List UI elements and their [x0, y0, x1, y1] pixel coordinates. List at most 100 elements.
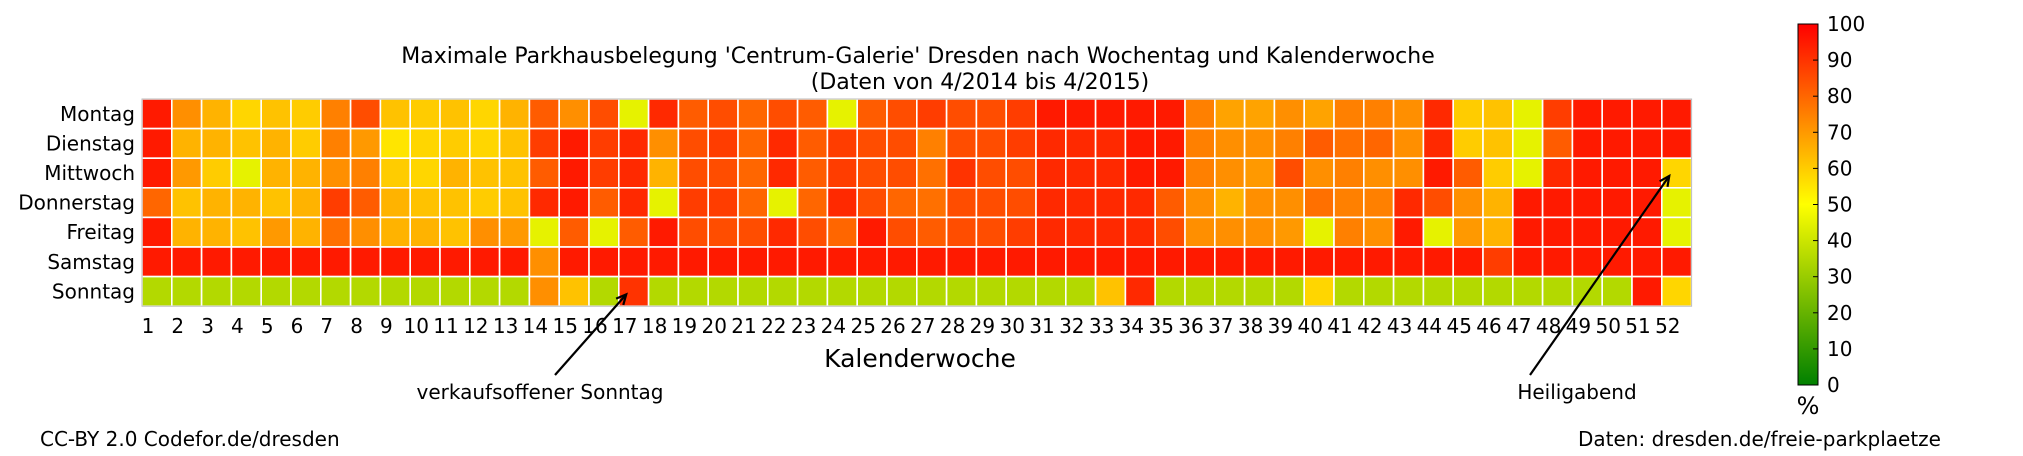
heatmap-cell	[1243, 98, 1276, 130]
heatmap-cell	[171, 275, 203, 308]
heatmap-cell	[498, 275, 531, 308]
heatmap-cell	[230, 246, 262, 278]
heatmap-cell	[1422, 98, 1455, 130]
heatmap-cell	[1214, 246, 1246, 278]
heatmap-cell	[1154, 216, 1186, 248]
heatmap-cell	[171, 157, 203, 189]
heatmap-cell	[1214, 275, 1246, 308]
heatmap-cell	[647, 246, 680, 278]
heatmap-cell	[468, 216, 501, 248]
heatmap-cell	[975, 127, 1008, 160]
heatmap-cell	[766, 98, 799, 130]
heatmap-cell	[707, 187, 739, 219]
heatmap-cell	[588, 216, 620, 248]
annotation-label: verkaufsoffener Sonntag	[417, 380, 664, 404]
heatmap-cell	[1571, 246, 1604, 278]
heatmap-cell	[1601, 216, 1633, 248]
heatmap-cell	[171, 246, 203, 278]
heatmap-cell	[1303, 216, 1335, 248]
heatmap-cell	[1661, 157, 1693, 189]
heatmap-cell	[1035, 246, 1067, 278]
column-label: 31	[1029, 314, 1054, 338]
heatmap-cell	[1035, 275, 1067, 308]
heatmap-cell	[409, 187, 441, 219]
heatmap-cell	[1094, 275, 1127, 308]
heatmap-cell	[1392, 275, 1425, 308]
heatmap-cell	[617, 127, 650, 160]
heatmap-cell	[1571, 127, 1604, 160]
heatmap-cell	[796, 187, 829, 219]
heatmap-cell	[260, 187, 292, 219]
heatmap-cell	[200, 98, 233, 130]
heatmap-cell	[1124, 246, 1157, 278]
column-label: 51	[1625, 314, 1650, 338]
heatmap-cell	[200, 216, 233, 248]
heatmap-cell	[766, 246, 799, 278]
heatmap-cell	[1452, 216, 1484, 248]
heatmap-cell	[1333, 216, 1365, 248]
heatmap-cell	[1124, 216, 1157, 248]
heatmap-cell	[468, 157, 501, 189]
heatmap-cell	[1124, 127, 1157, 160]
heatmap-cell	[766, 157, 799, 189]
heatmap-cell	[1273, 275, 1306, 308]
heatmap-cell	[1303, 98, 1335, 130]
heatmap-cell	[1243, 187, 1276, 219]
heatmap-cell	[1661, 127, 1693, 160]
heatmap-cell	[1005, 246, 1037, 278]
column-label: 37	[1208, 314, 1233, 338]
heatmap-cell	[1005, 216, 1037, 248]
heatmap-cell	[1571, 187, 1604, 219]
column-label: 15	[552, 314, 577, 338]
heatmap-cell	[439, 98, 471, 130]
column-label: 28	[940, 314, 965, 338]
heatmap-cell	[826, 157, 859, 189]
data-source-note: Daten: dresden.de/freie-parkplaetze	[1578, 427, 1941, 451]
heatmap-cell	[1333, 275, 1365, 308]
heatmap-cell	[1422, 187, 1455, 219]
heatmap-cell	[826, 246, 859, 278]
heatmap-cell	[200, 275, 233, 308]
colorbar-tick-label: 70	[1827, 120, 1852, 144]
column-label: 40	[1297, 314, 1322, 338]
heatmap-cell	[1363, 275, 1395, 308]
heatmap-cell	[1005, 157, 1037, 189]
heatmap-cell	[1422, 216, 1455, 248]
heatmap-cell	[796, 127, 829, 160]
column-label: 5	[261, 314, 274, 338]
column-label: 9	[380, 314, 393, 338]
heatmap-cell	[319, 187, 352, 219]
annotation-arrow	[554, 293, 628, 376]
heatmap-cell	[677, 187, 710, 219]
heatmap-cell	[319, 157, 352, 189]
heatmap-cell	[1154, 157, 1186, 189]
heatmap-cell	[260, 216, 292, 248]
heatmap-cell	[260, 98, 292, 130]
heatmap-cell	[647, 98, 680, 130]
heatmap-cell	[379, 275, 411, 308]
heatmap-cell	[1094, 216, 1127, 248]
heatmap-cell	[617, 187, 650, 219]
colorbar-tick-label: 100	[1827, 12, 1865, 36]
heatmap-cell	[230, 216, 262, 248]
column-label: 11	[433, 314, 458, 338]
heatmap-cell	[379, 246, 411, 278]
column-label: 6	[291, 314, 304, 338]
heatmap-cell	[498, 98, 531, 130]
heatmap-cell	[528, 127, 561, 160]
heatmap-cell	[826, 127, 859, 160]
heatmap-cell	[1035, 127, 1067, 160]
heatmap-cell	[1661, 187, 1693, 219]
column-label: 47	[1506, 314, 1531, 338]
annotations: verkaufsoffener Sonntag Heiligabend	[417, 173, 1671, 404]
heatmap-cell	[1601, 127, 1633, 160]
heatmap-cell	[1661, 216, 1693, 248]
row-label: Montag	[60, 102, 135, 126]
heatmap-cells	[141, 98, 1693, 308]
column-label: 14	[523, 314, 548, 338]
heatmap-cell	[915, 187, 948, 219]
heatmap-cell	[290, 216, 322, 248]
column-label: 41	[1327, 314, 1352, 338]
heatmap-cell	[677, 157, 710, 189]
heatmap-cell	[1005, 187, 1037, 219]
